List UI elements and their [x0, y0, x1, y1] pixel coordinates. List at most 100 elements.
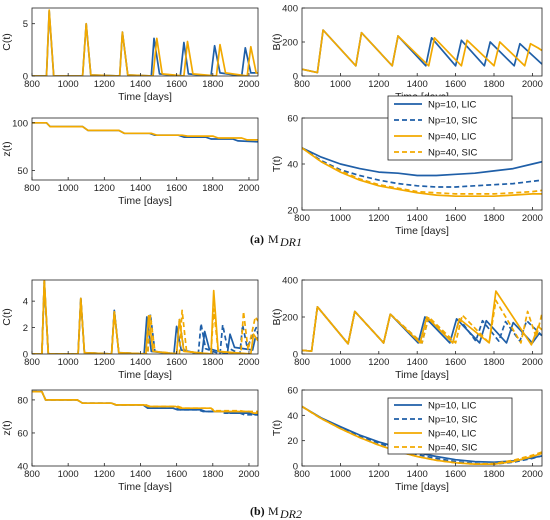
- x-tick-label: 1400: [130, 79, 151, 90]
- x-tick-label: 800: [24, 357, 40, 368]
- x-tick-label: 800: [294, 79, 310, 90]
- y-axis-label: z(t): [1, 141, 13, 156]
- x-tick-label: 2000: [238, 357, 259, 368]
- legends-layer: Np=10, LIC Np=10, SIC Np=40, LIC Np=40, SIC…: [387, 95, 513, 455]
- caption-b-sub: DR2: [279, 507, 302, 520]
- x-tick-label: 1600: [166, 357, 187, 368]
- panel-a-z: 800 1000 1200 1400 1600 1800 2000 50 100 Time [da…: [1, 117, 260, 207]
- y-axis-label: z(t): [1, 420, 13, 435]
- series-line-3: [32, 280, 258, 354]
- x-tick-label: 1200: [94, 183, 115, 194]
- panel-b-C: 800 1000 1200 1400 1600 1800 2000 0 2 4 Time [days…: [1, 279, 260, 381]
- series-line-2: [302, 147, 542, 188]
- x-tick-label: 2000: [522, 357, 543, 368]
- x-tick-label: 1200: [94, 79, 115, 90]
- x-tick-label: 1400: [130, 469, 151, 480]
- y-tick-label: 60: [287, 386, 298, 397]
- x-tick-label: 1000: [330, 213, 351, 224]
- x-tick-label: 800: [294, 213, 310, 224]
- y-tick-label: 60: [17, 428, 28, 439]
- series-line-3: [32, 390, 258, 414]
- legend-label: Np=40, LIC: [428, 132, 476, 143]
- series-line-3: [302, 290, 542, 353]
- x-tick-label: 1000: [58, 183, 79, 194]
- x-tick-label: 1800: [483, 469, 504, 480]
- x-axis-label: Time [days]: [395, 225, 449, 237]
- series-group: [302, 29, 542, 74]
- x-tick-label: 1800: [202, 79, 223, 90]
- x-tick-label: 1200: [94, 469, 115, 480]
- legend-label: Np=10, LIC: [428, 401, 476, 412]
- axes-box: [31, 389, 259, 467]
- x-tick-label: 800: [24, 469, 40, 480]
- axes-box: [301, 7, 543, 77]
- x-tick-label: 1800: [202, 183, 223, 194]
- legend-box: [387, 397, 513, 455]
- x-tick-label: 1400: [130, 183, 151, 194]
- panel-b-B: 800 1000 1200 1400 1600 1800 2000 0 200 400 Time […: [271, 276, 543, 382]
- x-tick-label: 800: [294, 357, 310, 368]
- series-line-4: [32, 390, 258, 413]
- axes-box: [301, 389, 543, 467]
- caption-a: (a) M DR1: [250, 232, 302, 249]
- legend-label: Np=40, LIC: [428, 429, 476, 440]
- x-tick-label: 800: [24, 183, 40, 194]
- x-tick-label: 1800: [483, 79, 504, 90]
- series-line-2: [302, 29, 542, 74]
- x-tick-label: 1600: [166, 183, 187, 194]
- caption-b-tag: (b): [250, 504, 265, 518]
- x-tick-label: 2000: [522, 469, 543, 480]
- x-tick-label: 2000: [238, 183, 259, 194]
- series-group: [32, 9, 258, 76]
- y-tick-label: 20: [287, 436, 298, 447]
- x-tick-label: 1600: [445, 469, 466, 480]
- x-tick-label: 2000: [238, 469, 259, 480]
- caption-b-text: M: [268, 504, 279, 518]
- y-tick-label: 20: [287, 206, 298, 217]
- caption-b: (b) M DR2: [250, 504, 302, 520]
- x-tick-label: 1200: [368, 79, 389, 90]
- x-axis-label: Time [days]: [118, 195, 172, 207]
- y-axis-label: B(t): [271, 34, 283, 51]
- caption-a-sub: DR1: [279, 235, 302, 249]
- x-tick-label: 1400: [130, 357, 151, 368]
- y-tick-label: 0: [293, 72, 298, 83]
- series-line-4: [32, 280, 258, 354]
- legend-a: Np=10, LIC Np=10, SIC Np=40, LIC Np=40, SIC: [387, 95, 513, 161]
- panel-b-z: 800 1000 1200 1400 1600 1800 2000 40 60 80 Time [d…: [1, 389, 260, 493]
- series-group: [302, 290, 542, 353]
- y-tick-label: 200: [282, 313, 298, 324]
- legend-label: Np=10, SIC: [428, 415, 478, 426]
- series-line-1: [32, 121, 258, 143]
- x-tick-label: 1000: [58, 357, 79, 368]
- y-tick-label: 5: [23, 19, 28, 30]
- y-tick-label: 50: [17, 166, 28, 177]
- x-tick-label: 1000: [58, 469, 79, 480]
- legend-label: Np=40, SIC: [428, 148, 478, 159]
- x-tick-label: 1200: [94, 357, 115, 368]
- series-line-3: [302, 147, 542, 198]
- series-group: [302, 147, 542, 198]
- x-tick-label: 1200: [368, 469, 389, 480]
- x-tick-label: 1800: [202, 357, 223, 368]
- x-tick-label: 1400: [407, 357, 428, 368]
- x-tick-label: 1400: [407, 79, 428, 90]
- x-axis-label: Time [days]: [395, 481, 449, 493]
- y-tick-label: 40: [17, 462, 28, 473]
- series-group: [32, 280, 258, 354]
- y-tick-label: 0: [23, 350, 28, 361]
- y-tick-label: 40: [287, 160, 298, 171]
- panel-a-T: 800 1000 1200 1400 1600 1800 2000 20 40 60 Time [d…: [271, 114, 543, 238]
- series-line-2: [32, 121, 258, 141]
- y-axis-label: T(t): [271, 420, 283, 436]
- x-tick-label: 1600: [445, 357, 466, 368]
- y-axis-label: C(t): [1, 33, 13, 51]
- x-tick-label: 1600: [445, 213, 466, 224]
- x-tick-label: 1000: [330, 79, 351, 90]
- y-axis-label: B(t): [271, 309, 283, 326]
- y-tick-label: 80: [17, 395, 28, 406]
- x-tick-label: 1600: [166, 469, 187, 480]
- y-tick-label: 400: [282, 4, 298, 15]
